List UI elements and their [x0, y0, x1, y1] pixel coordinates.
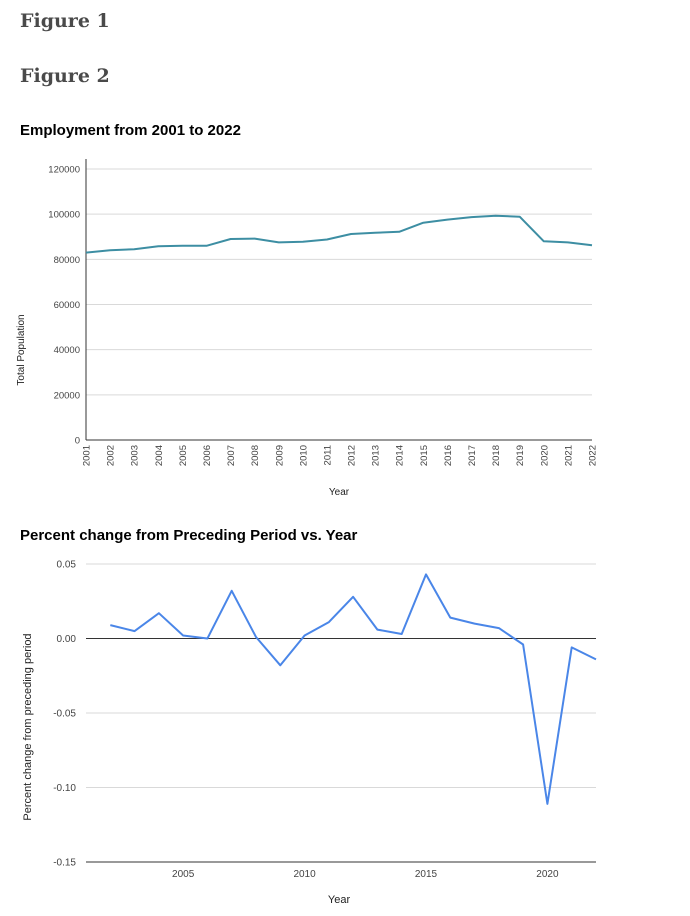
y-tick-label: -0.10: [53, 783, 76, 794]
x-tick-label: 2005: [172, 869, 195, 880]
x-tick-label: 2019: [515, 445, 526, 466]
x-tick-labels: 2001 2002 2003 2004 2005 2006 2007 2008 2009 2010…: [82, 445, 599, 466]
x-tick-label: 2004: [154, 445, 165, 466]
y-tick-labels: 0 20000 40000 60000 80000 100000 120000: [48, 165, 80, 447]
x-tick-label: 2007: [226, 445, 237, 466]
y-tick-label: 20000: [54, 390, 80, 401]
gridlines: [86, 563, 596, 788]
x-axis-label: Year: [328, 894, 351, 906]
x-tick-label: 2015: [419, 445, 430, 466]
x-tick-label: 2020: [536, 869, 559, 880]
x-tick-label: 2013: [371, 445, 382, 466]
x-tick-label: 2009: [274, 445, 285, 466]
y-tick-label: 0.00: [57, 634, 77, 645]
figure-2-heading: Figure 2: [20, 65, 110, 87]
y-tick-label: 0.05: [57, 560, 77, 571]
y-tick-label: 60000: [54, 300, 80, 311]
x-tick-label: 2022: [588, 445, 599, 466]
percent-change-chart: Percent change from Preceding Period vs.…: [20, 527, 597, 906]
x-tick-label: 2012: [347, 445, 358, 466]
x-tick-label: 2008: [250, 445, 261, 466]
x-tick-label: 2002: [106, 445, 117, 466]
x-tick-label: 2021: [563, 445, 574, 466]
x-tick-label: 2011: [322, 445, 333, 465]
axes: [85, 159, 592, 441]
series-polyline: [85, 214, 593, 254]
y-tick-label: -0.05: [53, 709, 76, 720]
x-tick-label: 2001: [82, 445, 93, 466]
series-line: [85, 214, 593, 254]
y-tick-label: 80000: [54, 255, 80, 266]
y-tick-label: 120000: [48, 165, 80, 176]
x-tick-label: 2005: [178, 445, 189, 466]
y-tick-label: -0.15: [53, 858, 76, 869]
x-tick-labels: 2005 2010 2015 2020: [172, 869, 559, 880]
y-axis-label: Total Population: [16, 314, 27, 385]
x-tick-label: 2018: [491, 445, 502, 466]
x-tick-label: 2010: [298, 445, 309, 466]
chart-title: Percent change from Preceding Period vs.…: [20, 527, 358, 544]
x-tick-label: 2015: [415, 869, 438, 880]
chart-title: Employment from 2001 to 2022: [20, 122, 241, 139]
figure-1-heading: Figure 1: [20, 10, 110, 32]
x-tick-label: 2006: [202, 445, 213, 466]
series-polyline: [110, 573, 597, 805]
series-line: [110, 573, 597, 805]
x-tick-label: 2017: [467, 445, 478, 466]
x-axis-label: Year: [329, 487, 350, 498]
x-tick-label: 2014: [395, 445, 406, 466]
y-tick-label: 0: [75, 436, 80, 447]
x-tick-label: 2016: [443, 445, 454, 466]
y-tick-label: 100000: [48, 210, 80, 221]
y-tick-label: 40000: [54, 345, 80, 356]
x-tick-label: 2003: [130, 445, 141, 466]
employment-chart: Employment from 2001 to 2022 Total Popul…: [16, 122, 599, 498]
y-tick-labels: -0.15 -0.10 -0.05 0.00 0.05: [53, 560, 76, 869]
gridlines: [86, 168, 592, 396]
x-tick-label: 2020: [539, 445, 550, 466]
axes: [86, 638, 596, 863]
x-tick-label: 2010: [293, 869, 316, 880]
y-axis-label: Percent change from preceding period: [22, 633, 34, 820]
